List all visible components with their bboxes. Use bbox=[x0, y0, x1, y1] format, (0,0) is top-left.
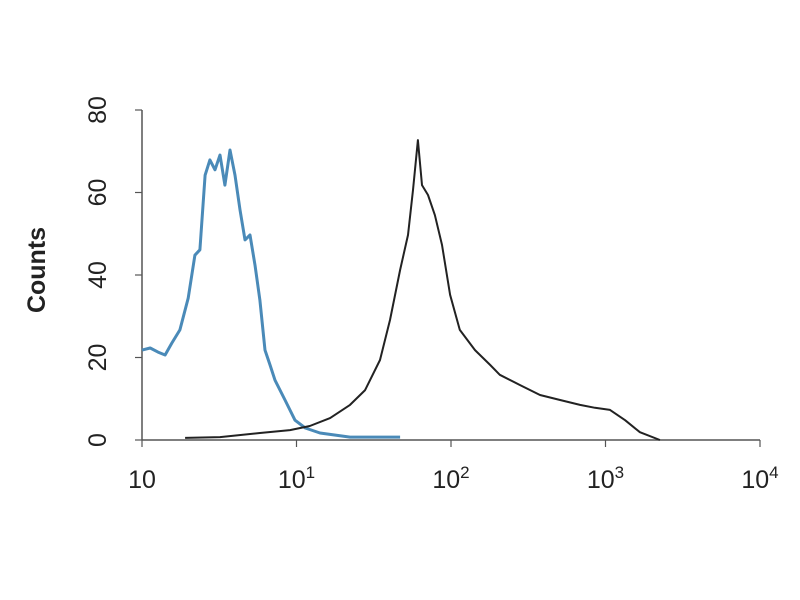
x-tick-base: 10 bbox=[741, 466, 769, 494]
y-tick-label: 80 bbox=[84, 96, 112, 124]
x-tick-label: 104 bbox=[741, 463, 778, 494]
axes bbox=[141, 110, 760, 441]
series-line-black bbox=[185, 139, 661, 441]
x-tick-exponent: 1 bbox=[306, 463, 315, 482]
y-tick-label: 40 bbox=[84, 261, 112, 289]
x-tick-label: 101 bbox=[278, 463, 315, 494]
x-tick-label: 10 bbox=[128, 466, 156, 494]
y-tick-label: 0 bbox=[84, 433, 112, 447]
y-axis-label: Counts bbox=[23, 227, 51, 313]
y-tick-label: 60 bbox=[84, 179, 112, 207]
x-tick-label: 102 bbox=[432, 463, 469, 494]
y-tick-label: 20 bbox=[84, 344, 112, 372]
x-tick-exponent: 2 bbox=[460, 463, 469, 482]
x-tick-base: 10 bbox=[432, 466, 460, 494]
x-tick-exponent: 3 bbox=[615, 463, 624, 482]
x-tick-exponent: 4 bbox=[769, 463, 778, 482]
x-tick-base: 10 bbox=[587, 466, 615, 494]
series-line-blue bbox=[141, 148, 401, 439]
x-tick-base: 10 bbox=[278, 466, 306, 494]
x-tick-label: 103 bbox=[587, 463, 624, 494]
x-tick-base: 10 bbox=[128, 466, 156, 494]
